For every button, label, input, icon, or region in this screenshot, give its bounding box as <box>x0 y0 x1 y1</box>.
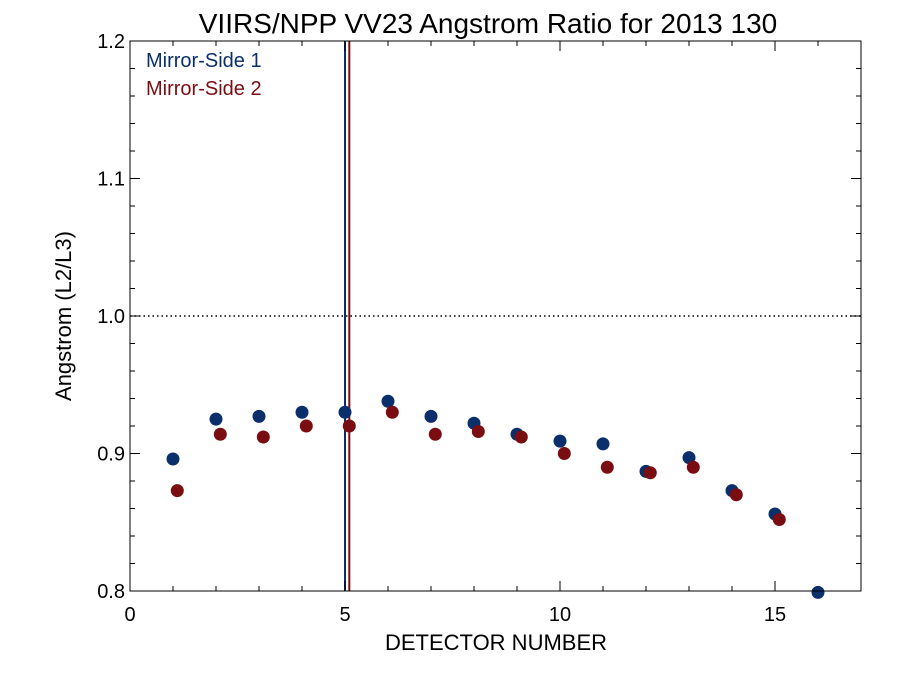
x-axis-label: DETECTOR NUMBER <box>385 630 607 655</box>
chart-title: VIIRS/NPP VV23 Angstrom Ratio for 2013 1… <box>199 8 777 39</box>
y-tick-label: 1.2 <box>97 31 125 53</box>
data-point-series-2 <box>342 419 356 433</box>
data-point-series-1 <box>252 409 266 423</box>
data-point-series-1 <box>424 409 438 423</box>
data-point-series-2 <box>686 460 700 474</box>
x-tick-label: 0 <box>124 604 135 626</box>
y-tick-label: 0.9 <box>97 444 125 466</box>
data-point-series-1 <box>553 434 567 448</box>
x-tick-label: 15 <box>764 604 786 626</box>
data-point-series-1 <box>381 394 395 408</box>
y-tick-label: 1.0 <box>97 306 125 328</box>
data-point-series-2 <box>600 460 614 474</box>
y-tick-label: 0.8 <box>97 581 125 603</box>
data-point-series-1 <box>295 405 309 419</box>
y-axis-label: Angstrom (L2/L3) <box>51 231 76 401</box>
data-point-series-2 <box>514 430 528 444</box>
plot-frame <box>129 40 862 592</box>
data-point-series-2 <box>256 430 270 444</box>
data-point-series-2 <box>729 488 743 502</box>
legend: Mirror-Side 1 Mirror-Side 2 <box>146 50 262 100</box>
data-point-series-2 <box>213 427 227 441</box>
legend-entry-2: Mirror-Side 2 <box>146 78 262 100</box>
data-point-series-2 <box>772 513 786 526</box>
data-point-series-1 <box>338 405 352 419</box>
data-point-series-1 <box>596 437 610 451</box>
data-point-series-2 <box>471 425 485 438</box>
data-point-series-1 <box>209 412 223 426</box>
data-point-series-1 <box>811 585 825 599</box>
plot-area: 0 5 10 15 0.8 0.9 1.0 1.1 1.2 <box>97 31 861 626</box>
data-point-series-2 <box>643 466 657 480</box>
data-point-series-2 <box>170 484 184 498</box>
data-point-series-2 <box>557 447 571 460</box>
legend-entry-1: Mirror-Side 1 <box>146 50 262 72</box>
data-point-series-1 <box>166 452 180 466</box>
data-point-series-2 <box>299 419 313 433</box>
x-tick-label: 10 <box>549 604 571 626</box>
y-tick-label: 1.1 <box>97 169 125 191</box>
x-tick-label: 5 <box>339 604 350 626</box>
data-point-series-2 <box>428 427 442 441</box>
data-point-series-2 <box>385 405 399 419</box>
